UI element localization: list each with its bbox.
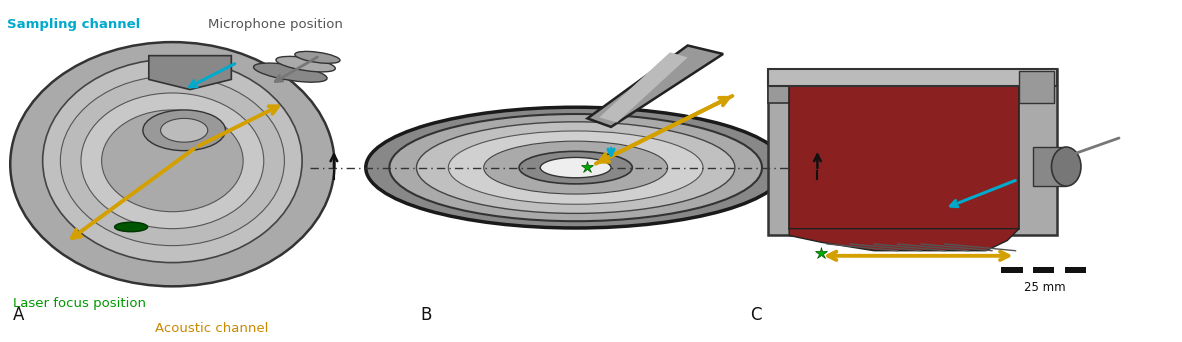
Ellipse shape <box>253 63 327 82</box>
Ellipse shape <box>294 51 340 63</box>
Text: A: A <box>13 306 25 324</box>
Bar <box>768 69 1057 86</box>
Bar <box>768 69 1057 235</box>
Text: C: C <box>751 306 761 324</box>
Ellipse shape <box>143 110 226 150</box>
Ellipse shape <box>1052 147 1082 186</box>
Text: Laser focus position: Laser focus position <box>13 297 147 310</box>
Bar <box>1065 267 1086 273</box>
Bar <box>768 69 833 103</box>
Ellipse shape <box>275 56 336 72</box>
Circle shape <box>448 131 703 204</box>
Bar <box>1001 267 1022 273</box>
Bar <box>1033 267 1054 273</box>
Bar <box>1019 71 1054 103</box>
Ellipse shape <box>102 110 243 212</box>
Ellipse shape <box>11 42 335 286</box>
Ellipse shape <box>161 118 208 142</box>
Text: B: B <box>420 306 431 324</box>
Circle shape <box>365 107 786 228</box>
Text: Acoustic channel: Acoustic channel <box>155 322 268 335</box>
Text: 25 mm: 25 mm <box>1024 281 1066 294</box>
Polygon shape <box>599 52 688 122</box>
Text: Sampling channel: Sampling channel <box>7 18 141 31</box>
Ellipse shape <box>60 76 285 246</box>
Circle shape <box>115 222 148 232</box>
Polygon shape <box>790 229 1019 251</box>
Circle shape <box>389 114 762 221</box>
Polygon shape <box>149 56 232 90</box>
Circle shape <box>416 122 735 213</box>
Circle shape <box>519 151 632 184</box>
Ellipse shape <box>43 59 303 263</box>
Circle shape <box>540 157 611 178</box>
Bar <box>1033 147 1066 186</box>
Circle shape <box>483 141 668 194</box>
Polygon shape <box>587 45 723 127</box>
Bar <box>790 86 1019 229</box>
Text: Microphone position: Microphone position <box>208 18 343 31</box>
Ellipse shape <box>82 93 264 229</box>
